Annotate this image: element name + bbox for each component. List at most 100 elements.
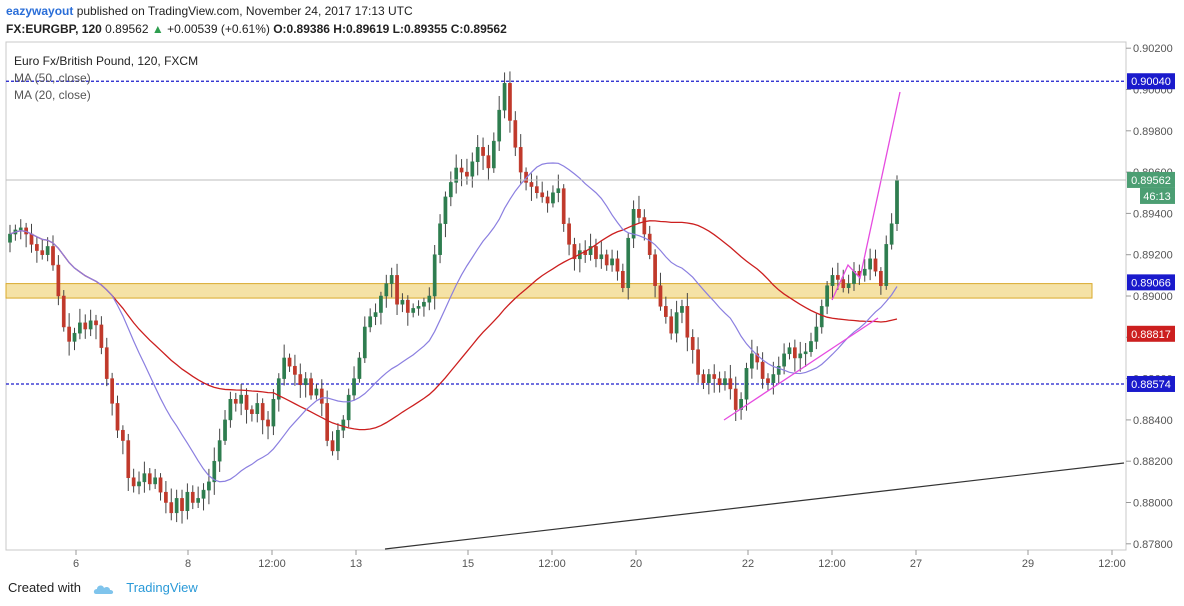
author-link[interactable]: eazywayout xyxy=(6,4,74,18)
candle-body xyxy=(830,275,835,286)
candle-body xyxy=(685,306,690,338)
candle-body xyxy=(868,258,872,270)
candle-body xyxy=(72,332,77,342)
candle-body xyxy=(255,403,260,414)
price-label-badge xyxy=(1127,325,1175,342)
candle-body xyxy=(104,347,109,379)
last-price: 0.89562 xyxy=(105,22,149,36)
candle-body xyxy=(438,223,442,255)
candle-body xyxy=(529,182,534,187)
candle-body xyxy=(319,388,324,404)
candle-body xyxy=(895,180,899,224)
time-tick-label: 27 xyxy=(910,558,922,570)
projection-line xyxy=(831,91,901,301)
candle-body xyxy=(723,378,727,386)
tradingview-logo-text[interactable]: TradingView xyxy=(126,580,198,595)
candle-body xyxy=(556,188,561,193)
candle-body xyxy=(287,357,292,367)
low-value: L:0.89355 xyxy=(392,22,448,36)
candle-body xyxy=(491,140,496,169)
candle-body xyxy=(217,440,222,462)
candle-body xyxy=(379,295,383,313)
ma20-line xyxy=(9,162,898,483)
candle-body xyxy=(303,378,308,386)
candle-body xyxy=(260,403,265,421)
candle-body xyxy=(508,83,512,121)
price-tick-label: 0.89400 xyxy=(1133,208,1173,220)
candle-body xyxy=(180,498,184,512)
candle-body xyxy=(266,419,270,427)
candle-body xyxy=(599,254,604,260)
candle-body xyxy=(502,83,507,111)
candle-body xyxy=(164,491,168,503)
price-tick-label: 0.88200 xyxy=(1133,456,1173,468)
candle-body xyxy=(766,378,770,383)
publish-line: eazywayout published on TradingView.com,… xyxy=(6,4,413,18)
candle-body xyxy=(147,473,152,485)
candle-body xyxy=(373,312,378,317)
price-tick-label: 0.88000 xyxy=(1133,498,1173,510)
candle-body xyxy=(615,258,620,272)
candle-body xyxy=(51,246,55,266)
candle-body xyxy=(809,341,813,353)
legend-ma20: MA (20, close) xyxy=(14,88,91,102)
candle-body xyxy=(782,353,786,367)
candle-body xyxy=(610,258,614,266)
candle-body xyxy=(470,161,475,177)
candle-body xyxy=(513,120,518,148)
candle-body xyxy=(787,347,792,355)
candle-body xyxy=(110,378,114,404)
candle-body xyxy=(131,477,136,487)
price-label-text: 0.89066 xyxy=(1131,277,1171,289)
candle-body xyxy=(61,295,66,328)
candle-body xyxy=(712,374,717,379)
candle-body xyxy=(422,301,426,307)
candle-body xyxy=(45,246,50,255)
candle-body xyxy=(115,403,120,431)
time-tick-label: 8 xyxy=(185,558,191,570)
footer: Created with TradingView xyxy=(8,580,198,595)
candle-body xyxy=(459,167,464,173)
candle-body xyxy=(395,275,399,305)
candle-body xyxy=(40,250,45,255)
candle-body xyxy=(336,429,340,452)
price-tick-label: 0.89200 xyxy=(1133,250,1173,262)
candle-body xyxy=(674,312,679,334)
price-label-badge xyxy=(1127,171,1175,188)
candle-body xyxy=(658,285,663,307)
candle-body xyxy=(137,481,141,487)
candle-body xyxy=(282,357,287,379)
candle-body xyxy=(94,320,98,326)
published-text: published on TradingView.com, November 2… xyxy=(76,4,413,18)
price-tick-label: 0.90200 xyxy=(1133,43,1173,55)
symbol-text: FX:EURGBP, 120 xyxy=(6,22,102,36)
tradingview-cloud-icon xyxy=(93,585,113,594)
price-tick-label: 0.89800 xyxy=(1133,126,1173,138)
candle-body xyxy=(642,217,647,235)
candle-body xyxy=(744,368,749,400)
candle-body xyxy=(271,399,276,427)
candle-body xyxy=(750,353,754,369)
candle-body xyxy=(99,324,104,348)
candle-body xyxy=(518,147,523,173)
candle-body xyxy=(755,353,760,363)
candle-body xyxy=(545,196,550,204)
candle-body xyxy=(486,155,491,169)
candle-body xyxy=(153,477,157,485)
symbol-line: FX:EURGBP, 120 0.89562 ▲ +0.00539 (+0.61… xyxy=(6,22,507,36)
candle-body xyxy=(8,233,12,243)
candle-body xyxy=(389,275,394,284)
candle-body xyxy=(309,378,313,396)
candle-body xyxy=(631,209,636,239)
countdown-badge xyxy=(1140,187,1175,204)
price-label-badge xyxy=(1127,73,1175,90)
candle-body xyxy=(185,491,190,512)
candle-body xyxy=(330,440,335,452)
candle-body xyxy=(760,361,765,379)
candle-body xyxy=(475,147,480,163)
price-label-text: 0.88574 xyxy=(1131,379,1171,391)
candle-body xyxy=(846,283,851,288)
candle-body xyxy=(793,347,797,359)
time-tick-label: 22 xyxy=(742,558,754,570)
